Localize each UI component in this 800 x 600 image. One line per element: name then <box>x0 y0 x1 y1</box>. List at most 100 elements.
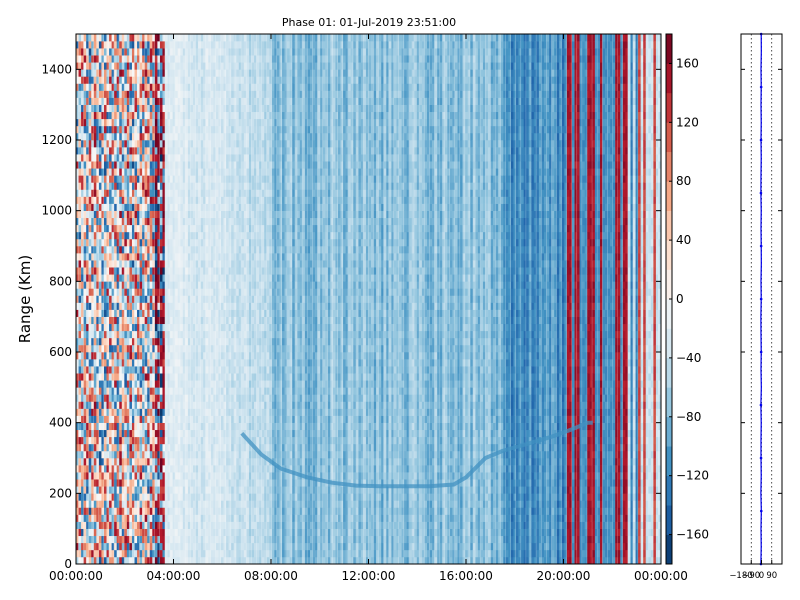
heatmap-cell <box>84 281 87 288</box>
heatmap-cell <box>114 189 117 196</box>
heatmap-cell <box>124 324 127 331</box>
heatmap-cell <box>145 218 148 225</box>
heatmap-cell <box>129 507 132 514</box>
heatmap-cell <box>129 98 132 105</box>
heatmap-cell <box>124 225 127 232</box>
heatmap-cell <box>89 246 92 253</box>
heatmap-cell <box>155 232 158 239</box>
heatmap-cell <box>124 380 127 387</box>
heatmap-cell <box>150 281 153 288</box>
heatmap-cell <box>89 253 92 260</box>
heatmap-cell <box>99 62 102 69</box>
heatmap-cell <box>135 303 138 310</box>
heatmap-cell <box>124 133 127 140</box>
heatmap-cell <box>104 69 107 76</box>
heatmap-cell <box>104 62 107 69</box>
heatmap-cell <box>79 366 82 373</box>
heatmap-cell <box>94 239 97 246</box>
heatmap-cell <box>160 168 163 175</box>
heatmap-cell <box>129 458 132 465</box>
heatmap-cell <box>150 204 153 211</box>
heatmap-cell <box>150 147 153 154</box>
heatmap-cell <box>119 274 122 281</box>
heatmap-cell <box>89 225 92 232</box>
heatmap-cell <box>124 281 127 288</box>
heatmap-cell <box>94 267 97 274</box>
heatmap-cell <box>119 423 122 430</box>
heatmap-cell <box>109 550 112 557</box>
heatmap-cell <box>79 345 82 352</box>
heatmap-cell <box>114 76 117 83</box>
heatmap-cell <box>135 472 138 479</box>
heatmap-cell <box>145 536 148 543</box>
heatmap-cell <box>104 507 107 514</box>
heatmap-cell <box>109 105 112 112</box>
heatmap-cell <box>124 352 127 359</box>
heatmap-cell <box>119 182 122 189</box>
heatmap-cell <box>84 359 87 366</box>
heatmap-cell <box>84 387 87 394</box>
heatmap-cell <box>160 232 163 239</box>
heatmap-cell <box>99 232 102 239</box>
heatmap-cell <box>160 154 163 161</box>
heatmap-cell <box>79 211 82 218</box>
heatmap-cell <box>114 281 117 288</box>
heatmap-cell <box>140 522 143 529</box>
heatmap-cell <box>104 303 107 310</box>
heatmap-cell <box>109 189 112 196</box>
heatmap-cell <box>145 48 148 55</box>
heatmap-cell <box>99 260 102 267</box>
heatmap-cell <box>124 500 127 507</box>
heatmap-cell <box>114 401 117 408</box>
heatmap-cell <box>129 387 132 394</box>
heatmap-cell <box>84 409 87 416</box>
heatmap-cell <box>79 465 82 472</box>
heatmap-cell <box>119 147 122 154</box>
heatmap-cell <box>94 507 97 514</box>
heatmap-cell <box>150 197 153 204</box>
heatmap-cell <box>79 416 82 423</box>
heatmap-cell <box>104 465 107 472</box>
heatmap-cell <box>89 479 92 486</box>
heatmap-cell <box>135 430 138 437</box>
heatmap-cell <box>79 48 82 55</box>
heatmap-cell <box>99 557 102 564</box>
heatmap-cell <box>140 98 143 105</box>
heatmap-cell <box>119 267 122 274</box>
heatmap-cell <box>109 239 112 246</box>
heatmap-cell <box>140 359 143 366</box>
heatmap-cell <box>145 423 148 430</box>
heatmap-cell <box>150 380 153 387</box>
heatmap-cell <box>119 458 122 465</box>
heatmap-cell <box>160 147 163 154</box>
heatmap-cell <box>135 557 138 564</box>
heatmap-cell <box>99 380 102 387</box>
heatmap-cell <box>140 288 143 295</box>
heatmap-cell <box>79 409 82 416</box>
heatmap-cell <box>114 147 117 154</box>
heatmap-cell <box>94 536 97 543</box>
heatmap-cell <box>155 331 158 338</box>
heatmap-cell <box>119 239 122 246</box>
heatmap-cell <box>94 515 97 522</box>
heatmap-cell <box>94 444 97 451</box>
heatmap-cell <box>104 168 107 175</box>
heatmap-cell <box>84 105 87 112</box>
heatmap-cell <box>94 83 97 90</box>
heatmap-cell <box>114 112 117 119</box>
heatmap-cell <box>129 380 132 387</box>
heatmap-cell <box>104 34 107 41</box>
heatmap-cell <box>155 515 158 522</box>
heatmap-cell <box>114 246 117 253</box>
heatmap-cell <box>160 260 163 267</box>
heatmap-cell <box>129 401 132 408</box>
heatmap-cell <box>84 62 87 69</box>
heatmap-cell <box>124 515 127 522</box>
heatmap-cell <box>124 458 127 465</box>
heatmap-cell <box>124 147 127 154</box>
heatmap-cell <box>104 310 107 317</box>
heatmap-cell <box>99 536 102 543</box>
heatmap-cell <box>94 246 97 253</box>
heatmap-cell <box>119 126 122 133</box>
heatmap-cell <box>89 168 92 175</box>
